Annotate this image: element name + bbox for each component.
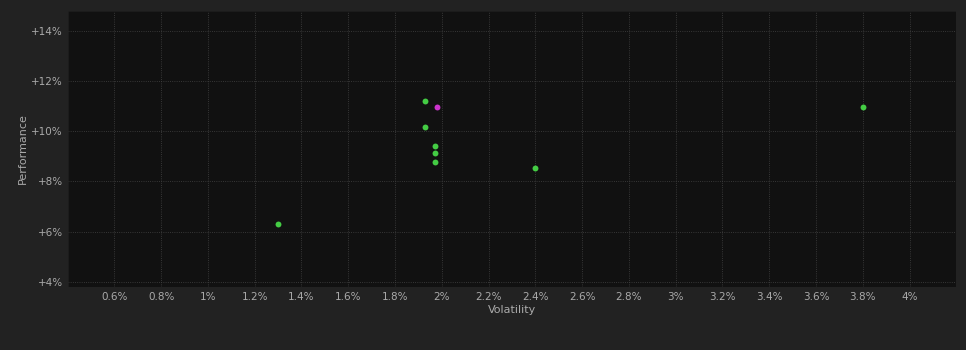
Y-axis label: Performance: Performance	[18, 113, 28, 184]
Point	[427, 144, 442, 149]
Point	[427, 159, 442, 164]
Point	[417, 98, 433, 104]
Point	[427, 150, 442, 155]
Point	[527, 165, 543, 170]
Point	[430, 104, 445, 109]
Point	[270, 221, 286, 227]
Point	[417, 125, 433, 130]
Point	[855, 104, 870, 110]
X-axis label: Volatility: Volatility	[488, 304, 536, 315]
